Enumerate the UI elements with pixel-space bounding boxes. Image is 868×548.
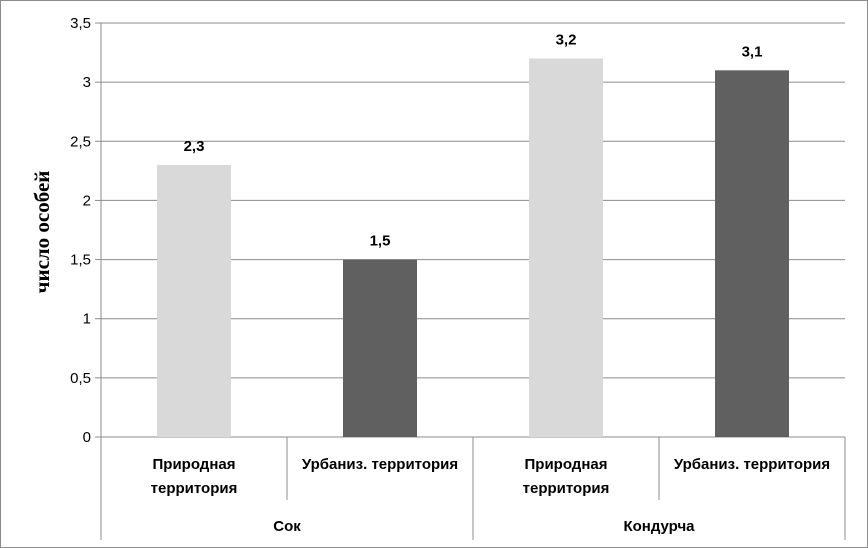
x-group-label: Сок bbox=[273, 518, 301, 535]
data-label: 1,5 bbox=[370, 233, 391, 250]
bar bbox=[529, 58, 603, 437]
data-label: 2,3 bbox=[184, 138, 205, 155]
x-category-label-line: Урбаниз. территория bbox=[674, 456, 830, 473]
y-tick-label: 3 bbox=[83, 74, 91, 91]
x-category-label-line: Природная bbox=[153, 456, 236, 473]
x-category-label: Урбаниз. территория bbox=[302, 456, 458, 473]
x-category-label-line: территория bbox=[523, 480, 610, 497]
bar bbox=[157, 164, 231, 437]
x-category-label-line: Природная bbox=[525, 456, 608, 473]
x-group-label: Кондурча bbox=[623, 518, 695, 535]
y-tick-label: 0,5 bbox=[70, 370, 91, 387]
bar bbox=[715, 70, 789, 438]
x-category-label-line: Урбаниз. территория bbox=[302, 456, 458, 473]
data-label: 3,2 bbox=[556, 31, 577, 48]
y-axis-title: число особей bbox=[30, 171, 54, 294]
y-tick-label: 1,5 bbox=[70, 252, 91, 269]
data-label: 3,1 bbox=[742, 43, 763, 60]
y-tick-label: 2 bbox=[83, 192, 91, 209]
y-tick-label: 2,5 bbox=[70, 133, 91, 150]
x-category-label: Природная территория bbox=[523, 456, 610, 497]
bar bbox=[343, 259, 417, 437]
y-tick-label: 1 bbox=[83, 311, 91, 328]
y-tick-label: 0 bbox=[83, 429, 91, 446]
x-category-label-line: территория bbox=[151, 480, 238, 497]
x-category-label: Природная территория bbox=[151, 456, 238, 497]
y-tick-label: 3,5 bbox=[70, 15, 91, 32]
x-category-label: Урбаниз. территория bbox=[674, 456, 830, 473]
